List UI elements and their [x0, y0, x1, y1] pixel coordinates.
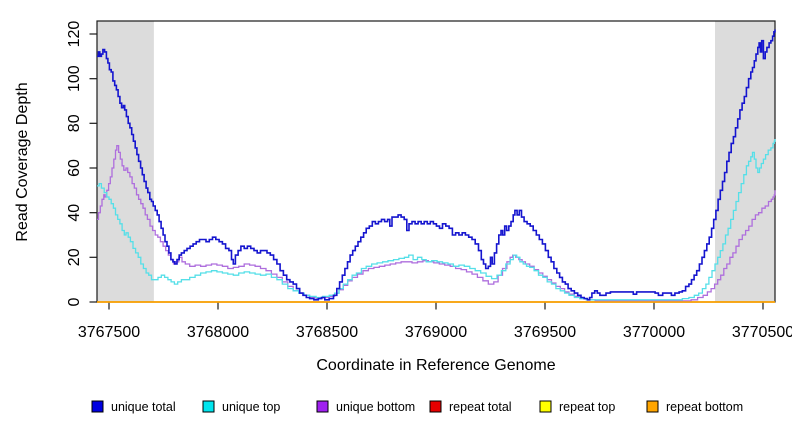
x-axis: 3767500 3768000 3768500 3769000 3769500 37700…	[78, 302, 792, 341]
series-line-unique-bottom	[97, 145, 776, 302]
x-axis-title: Coordinate in Reference Genome	[316, 357, 555, 374]
y-tick-label: 0	[66, 297, 83, 306]
x-tick-label: 3770000	[623, 324, 685, 341]
shaded-region	[97, 21, 154, 302]
legend-label: repeat top	[559, 400, 615, 414]
legend-item-repeat-top: repeat top	[539, 400, 615, 414]
legend-swatch	[202, 400, 215, 413]
legend-label: unique bottom	[336, 400, 415, 414]
legend: unique total unique top unique bottom repea…	[91, 400, 743, 414]
series-line-unique-total	[97, 29, 776, 301]
x-tick-label: 3769000	[405, 324, 467, 341]
plot-box	[96, 20, 776, 303]
legend-item-unique-total: unique total	[91, 400, 176, 414]
legend-swatch	[91, 400, 104, 413]
y-tick-label: 80	[66, 114, 83, 132]
legend-swatch	[316, 400, 329, 413]
series-lines	[97, 29, 776, 303]
legend-label: repeat bottom	[666, 400, 743, 414]
legend-item-repeat-total: repeat total	[429, 400, 512, 414]
series-line-unique-top	[97, 139, 776, 301]
legend-item-unique-top: unique top	[202, 400, 280, 414]
legend-label: unique total	[111, 400, 176, 414]
y-tick-label: 100	[66, 65, 83, 92]
legend-label: unique top	[222, 400, 280, 414]
legend-swatch	[429, 400, 442, 413]
y-tick-label: 120	[66, 21, 83, 48]
legend-label: repeat total	[449, 400, 512, 414]
shaded-regions	[97, 21, 775, 302]
shaded-region	[715, 21, 775, 302]
y-tick-label: 20	[66, 248, 83, 266]
x-tick-label: 3768500	[296, 324, 358, 341]
legend-swatch	[539, 400, 552, 413]
y-tick-label: 40	[66, 204, 83, 222]
legend-item-repeat-bottom: repeat bottom	[646, 400, 743, 414]
x-tick-label: 3770500	[732, 324, 792, 341]
x-tick-label: 3769500	[514, 324, 576, 341]
legend-item-unique-bottom: unique bottom	[316, 400, 415, 414]
y-axis: 0 20 40 60 80 100 120	[66, 21, 97, 306]
x-tick-label: 3767500	[78, 324, 140, 341]
y-tick-label: 60	[66, 159, 83, 177]
x-tick-label: 3768000	[187, 324, 249, 341]
legend-swatch	[646, 400, 659, 413]
y-axis-title: Read Coverage Depth	[14, 82, 31, 241]
